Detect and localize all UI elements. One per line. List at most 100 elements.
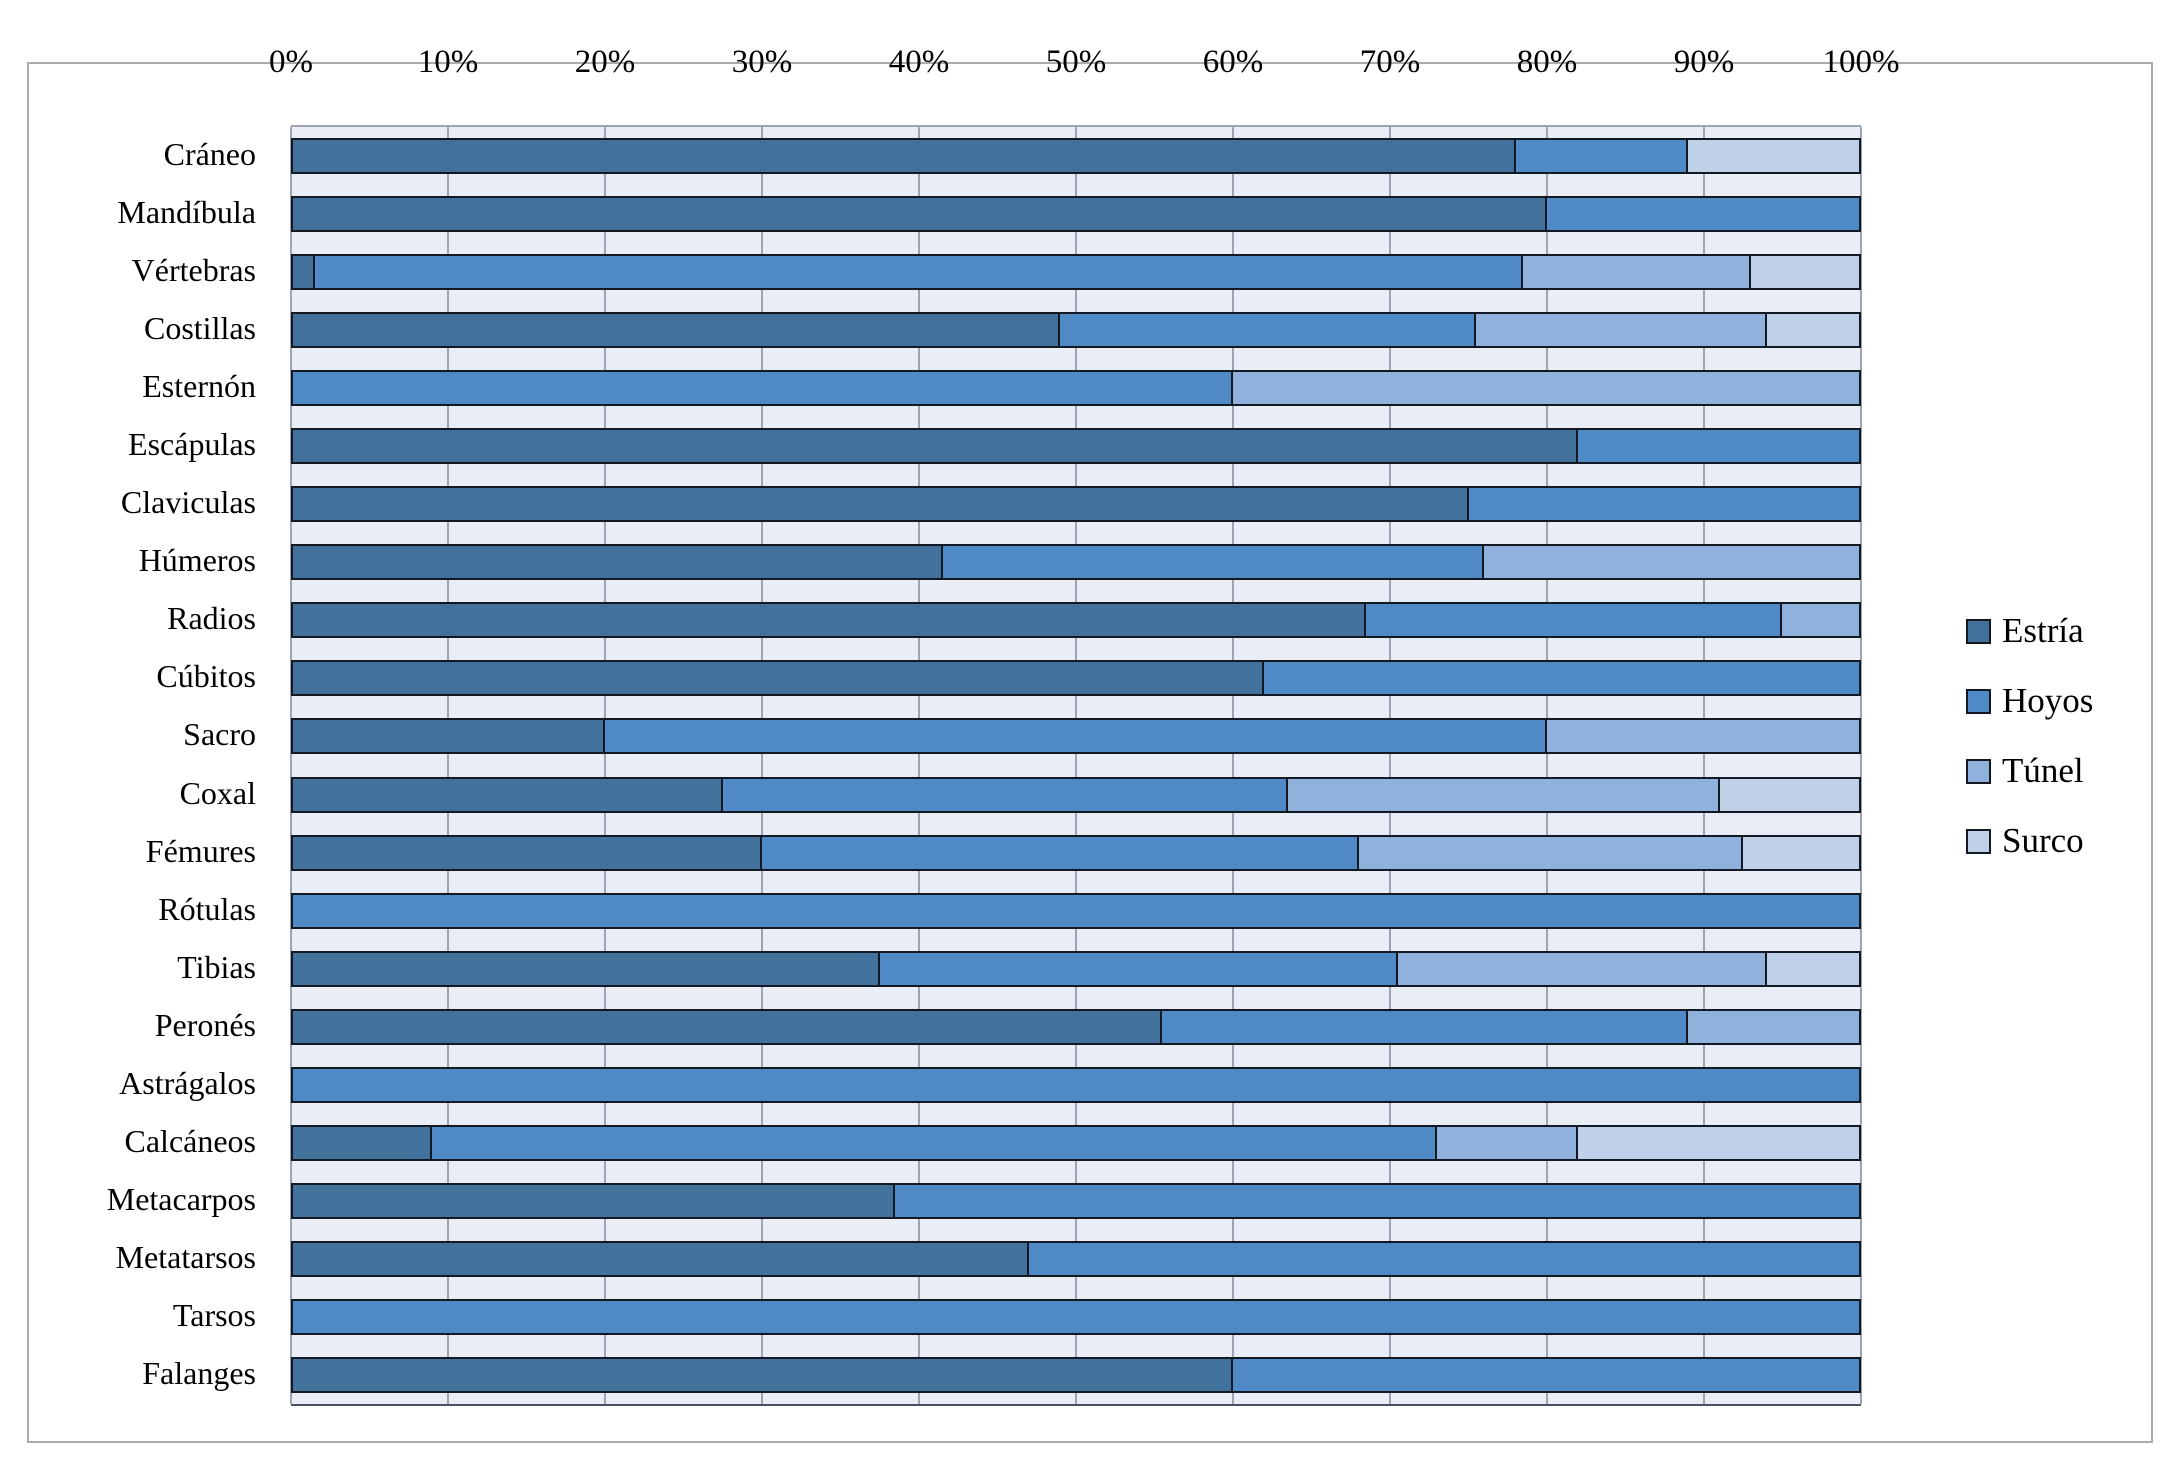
bar-segment-surco-vertebras	[1751, 254, 1861, 291]
bar-segment-estria-mandibula	[291, 196, 1547, 233]
bar-segment-hoyos-craneo	[1515, 138, 1689, 174]
gridline-100-	[1860, 127, 1862, 1404]
gridline-30-	[761, 127, 763, 1404]
bar-segment-surco-craneo	[1688, 138, 1861, 174]
bar-row-humeros	[291, 544, 1861, 581]
legend-label-tunel: Túnel	[2002, 751, 2084, 790]
category-label-craneo: Cráneo	[163, 136, 256, 172]
bar-row-escapulas	[291, 428, 1861, 465]
gridline-0-	[290, 127, 292, 1404]
category-label-humeros: Húmeros	[138, 542, 256, 579]
bar-segment-estria-sacro	[291, 718, 605, 755]
category-label-vertebras: Vértebras	[131, 252, 256, 289]
bar-segment-hoyos-femures	[762, 834, 1359, 871]
bar-row-radios	[291, 602, 1861, 639]
x-tick-label-0-: 0%	[269, 44, 313, 80]
bar-segment-hoyos-tarsos	[291, 1298, 1861, 1335]
legend-item-surco: Surco	[1966, 806, 2093, 876]
bar-row-sacro	[291, 718, 1861, 755]
bar-row-costillas	[291, 312, 1861, 349]
bar-row-metacarpos	[291, 1182, 1861, 1219]
bar-segment-hoyos-esternon	[291, 370, 1233, 407]
bar-segment-estria-vertebras	[291, 254, 315, 291]
category-label-esternon: Esternón	[142, 368, 256, 405]
bar-segment-surco-calcaneos	[1578, 1124, 1861, 1161]
category-label-perones: Peronés	[154, 1006, 256, 1043]
bar-row-coxal	[291, 776, 1861, 813]
category-label-claviculas: Claviculas	[120, 484, 256, 521]
bar-segment-hoyos-astragalos	[291, 1066, 1861, 1103]
bar-segment-estria-radios	[291, 602, 1367, 639]
gridline-20-	[604, 127, 606, 1404]
bar-segment-hoyos-perones	[1162, 1008, 1689, 1045]
bar-segment-tunel-radios	[1782, 602, 1861, 639]
gridline-50-	[1075, 127, 1077, 1404]
bar-row-astragalos	[291, 1066, 1861, 1103]
bar-segment-hoyos-radios	[1366, 602, 1783, 639]
gridline-80-	[1546, 127, 1548, 1404]
bar-segment-estria-coxal	[291, 776, 723, 813]
category-label-sacro: Sacro	[183, 716, 256, 753]
bar-segment-hoyos-metatarsos	[1028, 1240, 1861, 1277]
gridline-40-	[918, 127, 920, 1404]
bar-segment-hoyos-humeros	[942, 544, 1485, 581]
bar-segment-hoyos-escapulas	[1578, 428, 1861, 465]
bar-segment-hoyos-costillas	[1060, 312, 1477, 349]
legend-item-hoyos: Hoyos	[1966, 666, 2093, 736]
bar-segment-estria-humeros	[291, 544, 943, 581]
bar-row-falanges	[291, 1356, 1861, 1393]
category-label-cubitos: Cúbitos	[156, 658, 256, 695]
bar-segment-estria-claviculas	[291, 486, 1469, 523]
bar-segment-estria-falanges	[291, 1356, 1233, 1393]
bar-segment-hoyos-metacarpos	[895, 1182, 1861, 1219]
legend-label-hoyos: Hoyos	[2002, 681, 2094, 720]
bar-segment-hoyos-cubitos	[1264, 660, 1861, 697]
bar-segment-estria-perones	[291, 1008, 1163, 1045]
legend-item-tunel: Túnel	[1966, 736, 2093, 806]
bar-segment-surco-costillas	[1766, 312, 1861, 349]
bar-segment-tunel-perones	[1688, 1008, 1861, 1045]
plot-area	[290, 125, 1862, 1406]
gridline-90-	[1703, 127, 1705, 1404]
bar-segment-hoyos-claviculas	[1468, 486, 1861, 523]
bar-segment-tunel-humeros	[1484, 544, 1861, 581]
bar-row-tibias	[291, 950, 1861, 987]
x-tick-label-50-: 50%	[1045, 44, 1107, 80]
bar-segment-hoyos-coxal	[722, 776, 1288, 813]
category-label-falanges: Falanges	[142, 1354, 256, 1391]
x-tick-label-100-: 100%	[1822, 44, 1900, 80]
x-tick-label-80-: 80%	[1516, 44, 1578, 80]
bar-segment-estria-cubitos	[291, 660, 1265, 697]
bar-segment-tunel-coxal	[1287, 776, 1720, 813]
bar-segment-hoyos-vertebras	[314, 254, 1524, 291]
bar-row-femures	[291, 834, 1861, 871]
bar-segment-hoyos-falanges	[1233, 1356, 1861, 1393]
legend-swatch-surco	[1966, 828, 1991, 854]
bar-row-tarsos	[291, 1298, 1861, 1335]
bar-segment-tunel-costillas	[1476, 312, 1767, 349]
bar-segment-tunel-sacro	[1547, 718, 1861, 755]
legend: Estría Hoyos Túnel Surco	[1966, 596, 2093, 876]
bar-segment-estria-escapulas	[291, 428, 1579, 465]
x-tick-label-10-: 10%	[417, 44, 479, 80]
bar-segment-tunel-vertebras	[1523, 254, 1752, 291]
gridline-10-	[447, 127, 449, 1404]
bar-segment-hoyos-rotulas	[291, 892, 1861, 929]
legend-swatch-estria	[1966, 618, 1991, 644]
category-label-tibias: Tibias	[177, 948, 256, 985]
bar-segment-estria-metatarsos	[291, 1240, 1029, 1277]
category-label-radios: Radios	[167, 600, 256, 637]
bar-segment-estria-craneo	[291, 138, 1516, 174]
category-label-tarsos: Tarsos	[172, 1296, 256, 1333]
bar-row-calcaneos	[291, 1124, 1861, 1161]
bar-row-rotulas	[291, 892, 1861, 929]
bar-row-esternon	[291, 370, 1861, 407]
bar-segment-estria-femures	[291, 834, 762, 871]
bar-row-claviculas	[291, 486, 1861, 523]
bar-segment-surco-coxal	[1719, 776, 1861, 813]
category-label-escapulas: Escápulas	[128, 426, 256, 463]
bar-segment-tunel-calcaneos	[1437, 1124, 1579, 1161]
category-label-rotulas: Rótulas	[158, 890, 256, 927]
category-label-femures: Fémures	[145, 832, 256, 869]
